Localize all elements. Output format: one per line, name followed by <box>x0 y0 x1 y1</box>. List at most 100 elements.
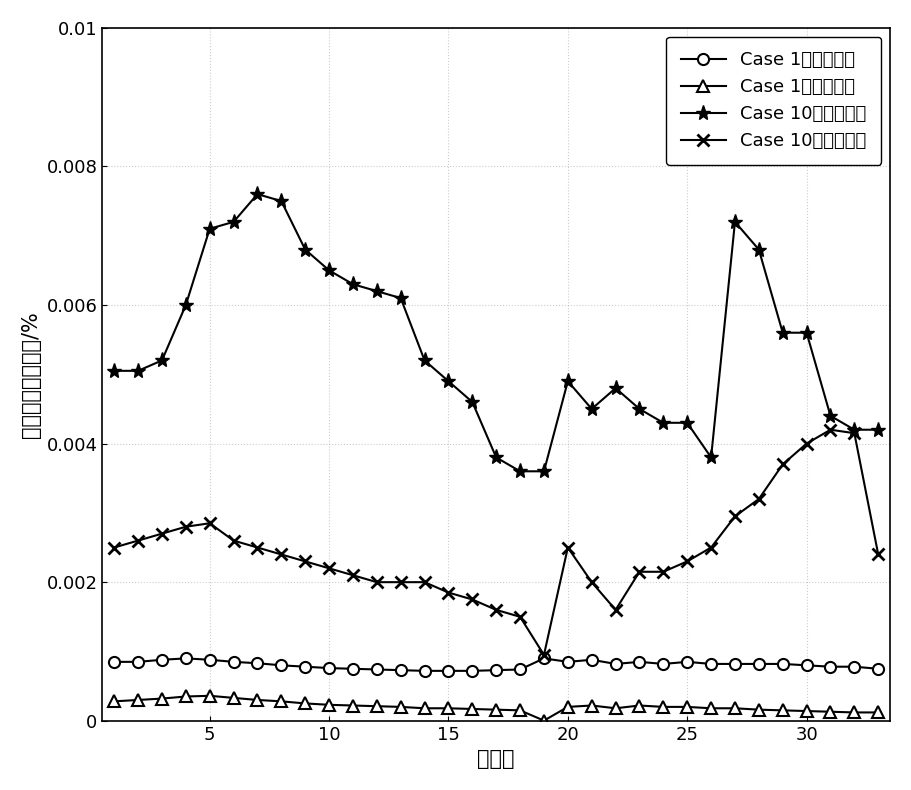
Case 10计及相关性 <box>347 280 358 289</box>
Case 10不计相关性 <box>587 577 598 587</box>
Case 10不计相关性 <box>395 577 406 587</box>
Case 1不计相关性 <box>252 695 263 705</box>
Case 1计及相关性 <box>753 659 764 668</box>
Case 10不计相关性 <box>204 518 215 528</box>
Case 1不计相关性 <box>849 708 860 717</box>
Case 1不计相关性 <box>634 701 645 710</box>
Case 10不计相关性 <box>730 512 741 521</box>
Case 1不计相关性 <box>300 698 311 708</box>
Case 10计及相关性 <box>228 217 239 227</box>
X-axis label: 节点号: 节点号 <box>477 749 515 769</box>
Case 10不计相关性 <box>801 438 812 448</box>
Case 1计及相关性 <box>228 657 239 667</box>
Case 10计及相关性 <box>801 328 812 337</box>
Case 1不计相关性 <box>419 704 430 713</box>
Case 1计及相关性 <box>372 664 383 674</box>
Case 1不计相关性 <box>873 708 884 717</box>
Case 10计及相关性 <box>658 418 669 427</box>
Case 1不计相关性 <box>466 704 477 713</box>
Case 10计及相关性 <box>276 197 287 206</box>
Case 10不计相关性 <box>610 605 621 615</box>
Case 1不计相关性 <box>562 702 573 712</box>
Case 1不计相关性 <box>753 705 764 714</box>
Case 10计及相关性 <box>562 377 573 386</box>
Case 10不计相关性 <box>753 495 764 504</box>
Case 10计及相关性 <box>730 217 741 227</box>
Case 1不计相关性 <box>180 692 191 702</box>
Case 10计及相关性 <box>849 425 860 435</box>
Case 10不计相关性 <box>108 543 119 552</box>
Case 10计及相关性 <box>610 383 621 393</box>
Case 1不计相关性 <box>108 697 119 706</box>
Case 1不计相关性 <box>276 697 287 706</box>
Case 1不计相关性 <box>706 704 717 713</box>
Case 1不计相关性 <box>730 704 741 713</box>
Case 1计及相关性 <box>252 659 263 668</box>
Case 10计及相关性 <box>466 397 477 407</box>
Case 1计及相关性 <box>347 664 358 674</box>
Case 1不计相关性 <box>443 704 454 713</box>
Line: Case 10计及相关性: Case 10计及相关性 <box>107 186 885 479</box>
Case 10计及相关性 <box>323 265 334 275</box>
Case 1计及相关性 <box>300 662 311 672</box>
Case 10计及相关性 <box>873 425 884 435</box>
Case 10计及相关性 <box>108 366 119 375</box>
Case 1不计相关性 <box>825 707 836 717</box>
Case 10不计相关性 <box>873 550 884 559</box>
Case 10计及相关性 <box>252 190 263 199</box>
Case 10计及相关性 <box>443 377 454 386</box>
Case 1计及相关性 <box>681 657 692 667</box>
Case 10不计相关性 <box>133 536 144 545</box>
Case 1不计相关性 <box>204 691 215 701</box>
Case 1计及相关性 <box>323 664 334 673</box>
Case 10不计相关性 <box>300 557 311 566</box>
Case 1不计相关性 <box>538 716 549 725</box>
Case 1不计相关性 <box>587 701 598 710</box>
Case 1不计相关性 <box>681 702 692 712</box>
Case 1计及相关性 <box>825 662 836 672</box>
Case 10计及相关性 <box>825 411 836 420</box>
Case 10不计相关性 <box>443 588 454 597</box>
Case 1不计相关性 <box>228 693 239 702</box>
Case 1计及相关性 <box>849 662 860 672</box>
Case 1计及相关性 <box>466 666 477 675</box>
Line: Case 1不计相关性: Case 1不计相关性 <box>108 690 884 726</box>
Case 10计及相关性 <box>300 245 311 254</box>
Case 10不计相关性 <box>228 536 239 545</box>
Y-axis label: 节点电压均値误差/%: 节点电压均値误差/% <box>21 311 41 438</box>
Case 1计及相关性 <box>587 655 598 664</box>
Case 10计及相关性 <box>753 245 764 254</box>
Case 10不计相关性 <box>849 428 860 438</box>
Case 1计及相关性 <box>395 665 406 675</box>
Case 10计及相关性 <box>587 404 598 414</box>
Case 10不计相关性 <box>538 650 549 660</box>
Case 10不计相关性 <box>658 567 669 577</box>
Case 1不计相关性 <box>395 702 406 712</box>
Case 1计及相关性 <box>419 666 430 675</box>
Line: Case 10不计相关性: Case 10不计相关性 <box>108 424 884 660</box>
Case 1不计相关性 <box>157 694 168 703</box>
Case 1计及相关性 <box>730 659 741 668</box>
Case 1计及相关性 <box>610 659 621 668</box>
Case 1不计相关性 <box>658 702 669 712</box>
Case 1不计相关性 <box>801 706 812 716</box>
Case 1不计相关性 <box>491 705 502 714</box>
Case 1计及相关性 <box>491 665 502 675</box>
Case 1计及相关性 <box>204 655 215 664</box>
Case 1计及相关性 <box>562 657 573 667</box>
Case 10不计相关性 <box>252 543 263 552</box>
Case 10计及相关性 <box>706 453 717 462</box>
Case 1计及相关性 <box>706 659 717 668</box>
Case 1计及相关性 <box>801 660 812 670</box>
Case 10不计相关性 <box>276 550 287 559</box>
Case 10不计相关性 <box>634 567 645 577</box>
Case 10不计相关性 <box>180 522 191 532</box>
Case 10计及相关性 <box>372 287 383 296</box>
Case 10不计相关性 <box>323 563 334 573</box>
Case 10计及相关性 <box>681 418 692 427</box>
Case 10计及相关性 <box>133 366 144 375</box>
Case 1计及相关性 <box>873 664 884 674</box>
Case 1不计相关性 <box>610 704 621 713</box>
Case 10计及相关性 <box>515 467 526 476</box>
Case 1计及相关性 <box>538 653 549 663</box>
